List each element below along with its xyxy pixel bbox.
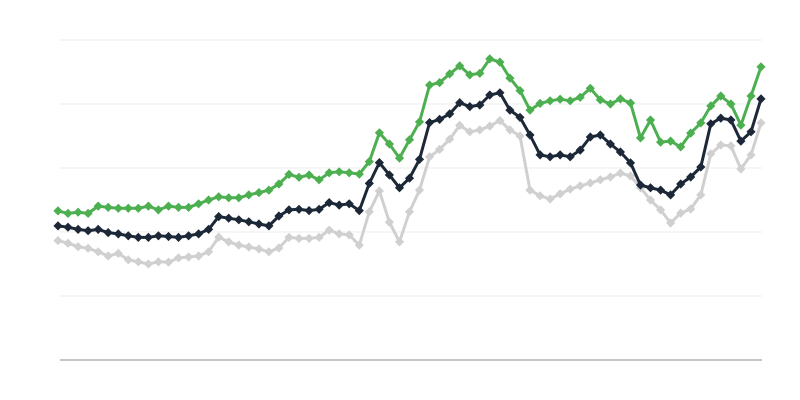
series-markers-navy [53, 88, 766, 242]
gridlines-group [60, 39, 762, 297]
series-gray [53, 116, 766, 269]
series-green [53, 54, 766, 218]
series-markers-green [53, 54, 766, 218]
series-group [53, 54, 766, 269]
series-navy [53, 88, 766, 242]
